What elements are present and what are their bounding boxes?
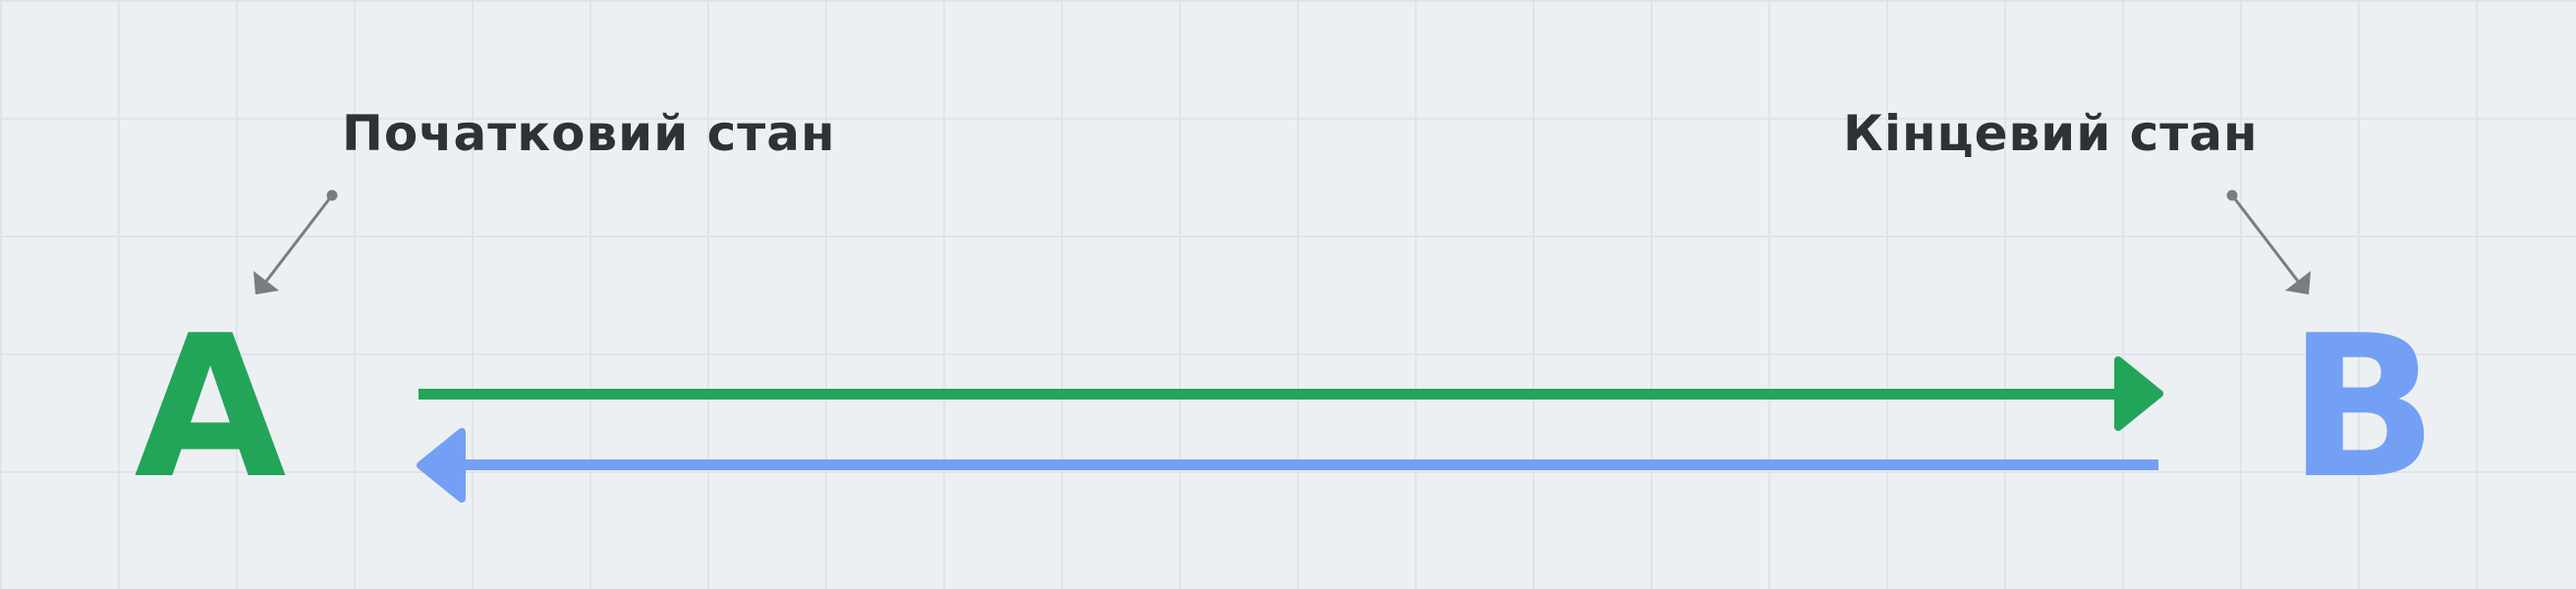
node-b: B [2288, 294, 2437, 522]
node-a: A [135, 294, 287, 522]
end-state-label: Кінцевий стан [1843, 105, 2259, 162]
start-state-label: Початковий стан [342, 105, 836, 162]
start-pointer-arrow [253, 189, 338, 294]
backward-transition-arrow [417, 428, 2158, 503]
end-pointer-arrow [2226, 189, 2311, 294]
forward-transition-arrow [419, 356, 2163, 431]
